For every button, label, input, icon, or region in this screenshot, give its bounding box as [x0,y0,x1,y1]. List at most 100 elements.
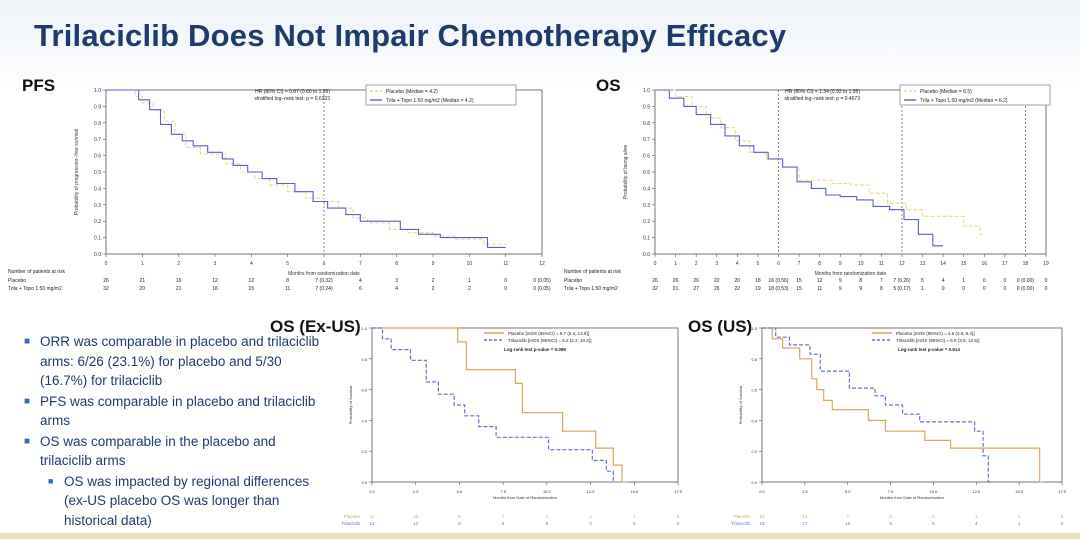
stats-text: HR (80% CI) = 0.87 (0.60 to 1.26) [255,89,330,95]
y-tick-label: 0.3 [94,203,101,209]
risk-value: 21 [140,278,146,284]
risk-value: 0 [677,521,680,526]
risk-value: 20 [140,286,146,292]
legend-label: Trila + Topo 1.50 mg/m2 (Median = 4.2) [386,98,474,104]
risk-value: 2 [432,278,435,284]
risk-value: 3 [395,278,398,284]
legend-label: Placebo [mOS (95%CI) = 4.6 (2.8, 8.4)] [896,331,975,336]
x-tick-label: 10.0 [930,489,939,494]
x-tick-label: 17.5 [1058,489,1067,494]
y-tick-label: 0.2 [361,449,367,454]
risk-value: 22 [735,286,741,292]
x-tick-label: 7 [359,261,362,267]
risk-value: 22 [714,278,720,284]
legend-label: Trilaciclib [mOS (95%CI) = 6.5 (3.9, 12.… [896,338,980,343]
risk-value: 19 [755,286,761,292]
risk-value: 9 [458,514,461,519]
risk-value: 14 [369,521,375,526]
footer-rule [0,533,1080,539]
x-tick-label: 0 [105,261,108,267]
risk-value: 3 [932,514,935,519]
y-tick-label: 0.0 [361,480,367,485]
slide-title: Trilaciclib Does Not Impair Chemotherapy… [34,18,787,53]
bullet-item: ■ ORR was comparable in placebo and tril… [24,332,324,391]
risk-value: 3 [589,514,592,519]
x-tick-label: 10 [858,261,864,267]
risk-value: 8 [859,278,862,284]
x-tick-label: 19 [1043,261,1049,267]
risk-value: 17 [802,521,808,526]
x-tick-label: 4 [250,261,253,267]
panel-label-os-exus: OS (Ex-US) [270,317,361,336]
risk-value: 4 [975,521,978,526]
x-tick-label: 5.0 [845,489,851,494]
x-tick-label: 14 [940,261,946,267]
risk-value: 0 [962,286,965,292]
risk-value: 0 [983,286,986,292]
risk-value: 26 [714,286,720,292]
risk-value: 9 [859,286,862,292]
os-exus-km-chart: 0.0 2.5 5.0 7.5 10.0 12.5 15.0 17.5 0.0 0.2 0.4 0.6… [341,326,682,526]
x-tick-label: 4 [736,261,739,267]
risk-row-label: Trila + Topo 1.50 mg/m2 [8,286,62,292]
risk-value: 11 [285,286,290,292]
risk-value: 4 [395,286,398,292]
x-tick-label: 10 [467,261,473,267]
x-tick-label: 18 [1023,261,1029,267]
x-tick-label: 7 [798,261,801,267]
y-tick-label: 1.0 [94,88,101,94]
y-axis-label: Probability of being alive [623,145,629,199]
km-curve-trilaciclib [762,327,992,483]
risk-value: 0 (0.00) [1017,286,1035,292]
risk-value: 13 [802,514,808,519]
risk-value: 8 [286,278,289,284]
x-tick-label: 1 [141,261,144,267]
x-tick-label: 0 [654,261,657,267]
risk-value: 5 [921,278,924,284]
risk-value: 18 [759,521,765,526]
bullet-item: ■ OS was comparable in the placebo and t… [24,432,324,471]
risk-value: 0 [1003,286,1006,292]
legend-label: Trila + Topo 1.50 mg/m2 (Median = 6.2) [920,98,1008,104]
risk-value: 26 [103,278,109,284]
risk-value: 1 [468,278,471,284]
x-tick-label: 7.5 [500,489,506,494]
risk-value: 0 [677,514,680,519]
x-tick-label: 0.0 [369,489,375,494]
risk-value: 1 [633,514,636,519]
risk-value: 10 [845,521,851,526]
x-axis-label: Months from randomization date [288,271,360,277]
risk-value: 2 [432,286,435,292]
risk-value: 21 [176,286,182,292]
x-tick-label: 11 [879,261,884,267]
y-tick-label: 0.8 [751,357,757,362]
x-tick-label: 2 [695,261,698,267]
bullet-marker-icon: ■ [24,395,31,407]
x-tick-label: 2.5 [413,489,419,494]
risk-value: 1 [962,278,965,284]
risk-value: 27 [693,286,699,292]
x-tick-label: 12 [539,261,545,267]
legend-label: Placebo (Median = 6.5) [920,89,972,95]
risk-value: 13 [413,521,419,526]
risk-value: 0 (0.05) [533,286,551,292]
bullet-text: OS was comparable in the placebo and tri… [40,433,276,469]
bullet-marker-icon: ■ [48,475,54,486]
y-tick-label: 0.4 [643,186,650,192]
risk-value: 7 (0.24) [315,286,333,292]
risk-value: 5 (0.17) [893,286,911,292]
y-tick-label: 0.1 [94,236,101,242]
x-axis-label: Months from Date of Randomization [493,495,557,500]
plot-frame [371,327,679,483]
risk-value: 10 [413,514,419,519]
x-tick-label: 10.0 [543,489,552,494]
os-km-chart: 0 1 2 3 4 5 6 7 8 9 10 11 12 13 14 15 16 17 18 190.00.10.20… [564,84,1051,292]
risk-value: 1 [1018,521,1021,526]
x-tick-label: 8 [818,261,821,267]
legend-label: Trilaciclib [mOS (95%CI) = 6.2 (2.2, 10.… [508,338,592,343]
y-tick-label: 0.0 [751,480,757,485]
risk-value: 8 [880,286,883,292]
y-tick-label: 0.7 [94,137,101,143]
risk-value: 0 [1003,278,1006,284]
risk-value: 2 [468,286,471,292]
